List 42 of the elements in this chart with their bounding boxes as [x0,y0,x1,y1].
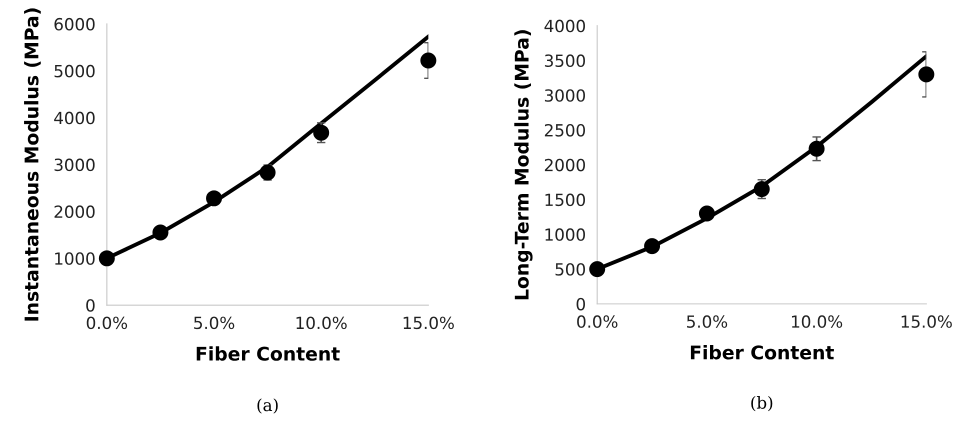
y-axis-title: Instantaneous Modulus (MPa) [24,8,41,321]
y-tick-label: 500 [556,263,585,276]
x-tick-label: 15.0% [902,315,952,328]
x-axis-title: Fiber Content [196,346,340,361]
y-tick-label: 0 [86,299,95,312]
y-tick-label: 3000 [544,89,585,102]
point [152,224,168,240]
x-tick-label: 15.0% [404,316,454,330]
y-tick-label: 3000 [54,158,95,172]
x-tick-label: 10.0% [792,315,842,328]
point [260,164,276,181]
y-tick-label: 0 [576,298,585,310]
point [98,250,115,266]
text: (b) [751,396,772,412]
y-tick-label: 6000 [54,18,95,31]
y-tick-label: 4000 [544,20,585,32]
y-tick-label: 2500 [544,124,585,137]
y-tick-label: 1000 [546,228,585,241]
x-tick-label: 0.0% [86,316,128,330]
text: (a) [257,398,278,414]
y-tick-label: 5000 [54,64,95,78]
y-tick-label: 2000 [54,205,95,218]
x-tick-label: 10.0% [296,316,347,330]
point [644,238,660,254]
y-tick-label: 4000 [54,112,95,124]
point [206,190,222,206]
x-axis-title: Fiber Content [690,345,834,360]
x-tick-label: 5.0% [194,316,234,330]
x-tick-label: 0.0% [577,315,618,328]
point [754,181,770,198]
y-tick-label: 2000 [544,158,585,172]
x-tick-label: 5.0% [687,315,728,328]
y-axis-title: Long-Term Modulus (MPa) [514,30,533,300]
point [698,205,715,222]
point [420,52,436,68]
point [313,124,330,141]
y-tick-label: 1000 [55,252,95,265]
y-tick-label: 3500 [544,54,585,68]
y-tick-label: 1500 [546,194,585,206]
point [589,261,606,278]
point [808,140,825,157]
point [918,66,934,82]
